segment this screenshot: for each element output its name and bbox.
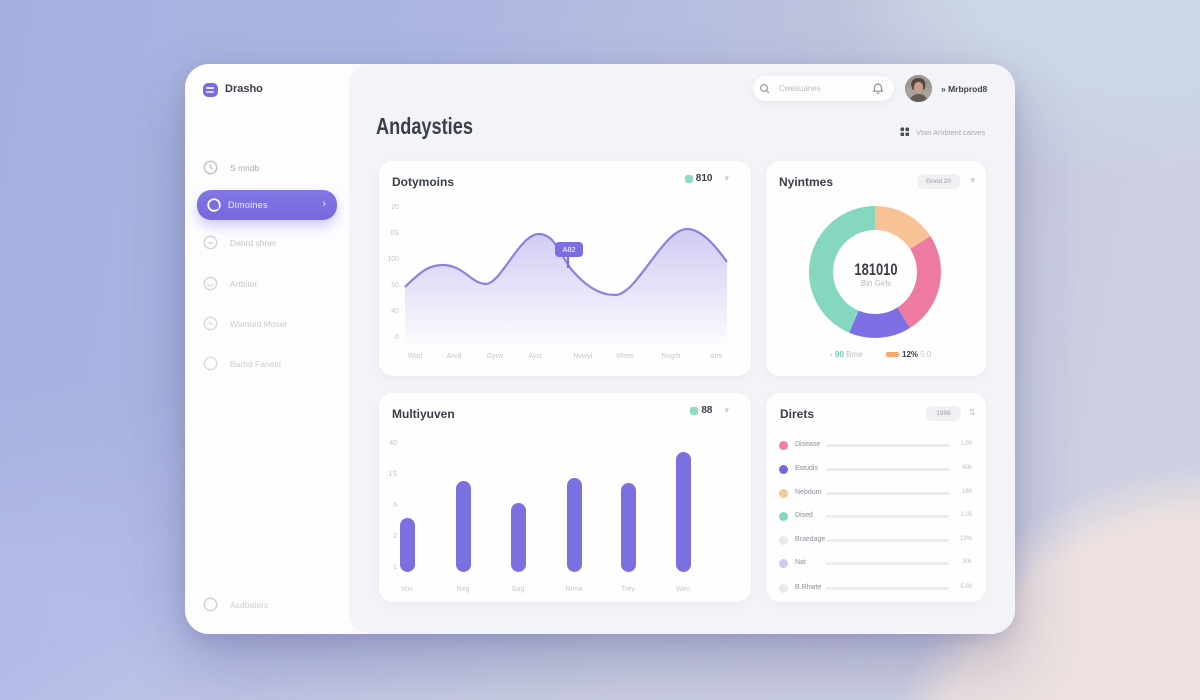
svg-text:A82: A82 [562, 245, 575, 254]
